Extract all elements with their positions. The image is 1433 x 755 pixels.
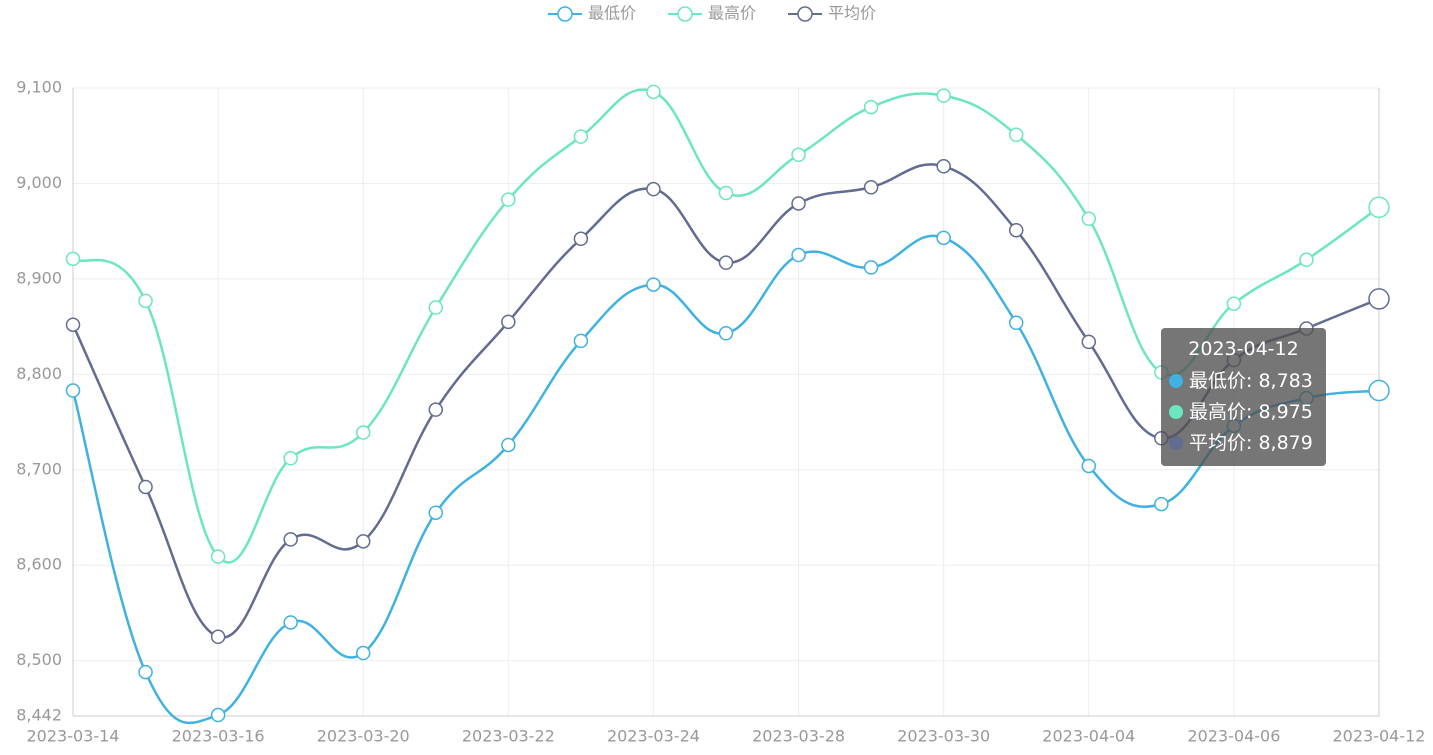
- series-line: [71, 234, 1380, 725]
- data-point: [138, 664, 153, 680]
- data-point: [936, 230, 951, 246]
- data-point: [1081, 211, 1097, 227]
- legend-label: 平均价: [828, 4, 876, 23]
- data-point: [1081, 334, 1097, 350]
- y-tick-label: 8,900: [16, 268, 62, 287]
- data-point: [646, 84, 661, 100]
- data-point: [1299, 252, 1314, 268]
- data-point: [791, 196, 806, 211]
- data-point: [1008, 222, 1024, 238]
- data-point: [65, 251, 81, 267]
- x-tick-label: 2023-04-06: [1187, 727, 1280, 746]
- data-point: [646, 181, 661, 197]
- data-point: [428, 402, 444, 417]
- data-point: [646, 277, 661, 292]
- data-point: [718, 185, 734, 201]
- data-point: [1368, 196, 1390, 219]
- data-point: [210, 707, 226, 723]
- x-tick-label: 2023-04-12: [1333, 727, 1426, 746]
- legend-symbol: [797, 6, 813, 22]
- y-tick-label: 8,500: [16, 650, 62, 669]
- data-point: [138, 293, 153, 309]
- x-tick-label: 2023-03-14: [27, 727, 120, 746]
- data-point: [791, 147, 806, 163]
- y-tick-label: 8,700: [16, 459, 62, 478]
- data-point: [1368, 288, 1390, 310]
- series-line: [72, 88, 1380, 564]
- data-point: [718, 255, 734, 270]
- x-tick-label: 2023-03-30: [897, 727, 990, 746]
- y-tick-label: 8,800: [16, 364, 62, 383]
- data-point: [501, 437, 516, 453]
- y-tick-label: 8,442: [16, 706, 62, 725]
- data-point: [1008, 127, 1024, 143]
- data-point: [428, 300, 444, 315]
- legend-symbol: [677, 6, 693, 22]
- data-point: [1008, 315, 1024, 331]
- x-tick-label: 2023-03-16: [172, 727, 265, 746]
- data-point: [355, 534, 371, 549]
- data-point: [936, 159, 951, 174]
- x-tick-label: 2023-04-04: [1042, 727, 1135, 746]
- data-point: [791, 247, 806, 263]
- tooltip-marker: [1169, 374, 1183, 388]
- tooltip-marker: [1169, 436, 1183, 450]
- data-point: [1368, 379, 1390, 402]
- x-tick-label: 2023-03-22: [462, 727, 555, 746]
- tooltip-title: 2023-04-12: [1188, 338, 1299, 360]
- y-tick-label: 8,600: [16, 555, 62, 574]
- data-point: [501, 314, 516, 330]
- data-point: [283, 532, 298, 547]
- tooltip-row: 最低价: 8,783: [1169, 366, 1318, 397]
- data-point: [863, 180, 879, 195]
- data-point: [138, 479, 153, 495]
- data-point: [1154, 496, 1169, 512]
- data-point: [718, 326, 734, 341]
- data-point: [65, 383, 81, 398]
- data-point: [573, 129, 589, 144]
- y-tick-label: 9,100: [16, 78, 62, 97]
- tooltip-text: 最高价: 8,975: [1189, 401, 1313, 423]
- legend-symbol: [557, 6, 573, 22]
- tooltip-row: 平均价: 8,879: [1169, 428, 1318, 459]
- data-point: [355, 645, 371, 661]
- data-point: [283, 615, 298, 630]
- tooltip-row: 最高价: 8,975: [1169, 397, 1318, 428]
- y-tick-label: 9,000: [16, 173, 62, 192]
- tooltip: 2023-04-12 最低价: 8,783 最高价: 8,975 平均价: 8,87…: [1161, 328, 1326, 466]
- data-point: [65, 317, 81, 332]
- data-point: [210, 549, 226, 564]
- tooltip-text: 最低价: 8,783: [1189, 370, 1313, 392]
- tooltip-text: 平均价: 8,879: [1189, 432, 1313, 454]
- data-point: [1081, 458, 1097, 474]
- data-point: [283, 451, 298, 466]
- x-tick-label: 2023-03-20: [317, 727, 410, 746]
- tooltip-marker: [1169, 405, 1183, 419]
- data-point: [863, 260, 879, 275]
- x-tick-label: 2023-03-28: [752, 727, 845, 746]
- data-point: [210, 629, 226, 645]
- legend-label: 最低价: [588, 4, 636, 23]
- data-point: [936, 88, 951, 103]
- data-point: [863, 99, 879, 115]
- data-point: [1226, 296, 1242, 311]
- data-point: [573, 333, 589, 349]
- data-point: [501, 192, 516, 207]
- data-point: [428, 505, 444, 520]
- legend-label: 最高价: [708, 4, 756, 23]
- data-point: [573, 231, 589, 247]
- data-point: [355, 425, 371, 440]
- series-line: [71, 163, 1380, 639]
- x-tick-label: 2023-03-24: [607, 727, 700, 746]
